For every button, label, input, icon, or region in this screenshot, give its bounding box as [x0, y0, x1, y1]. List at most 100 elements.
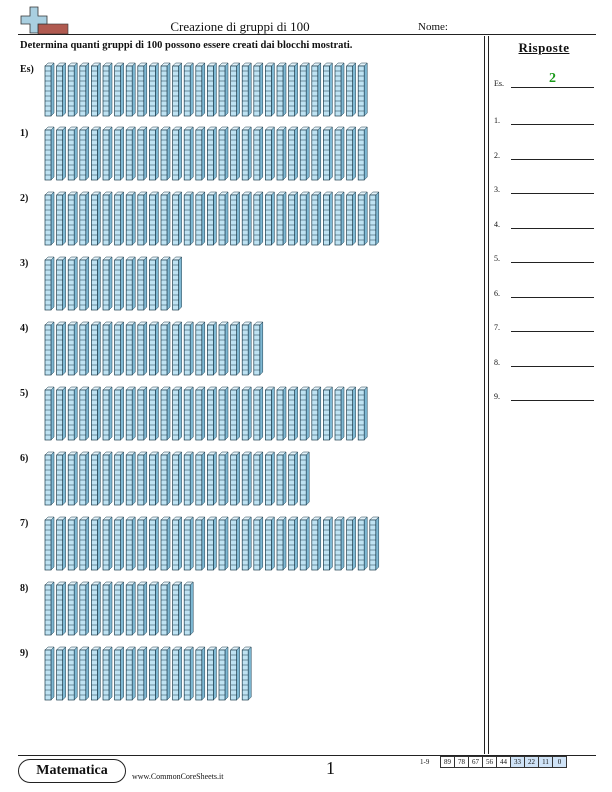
- answer-row-7: 7.: [494, 316, 594, 332]
- ten-rod: [311, 191, 322, 246]
- ten-rod: [253, 62, 264, 117]
- answer-label: 1.: [494, 116, 500, 125]
- ten-rod: [311, 126, 322, 181]
- ten-rod: [102, 256, 113, 311]
- ten-rod: [253, 516, 264, 571]
- ten-rod: [357, 191, 368, 246]
- ten-rod: [55, 646, 67, 701]
- ten-rod: [44, 386, 55, 441]
- ten-rod: [113, 126, 125, 181]
- ten-rod: [67, 256, 78, 311]
- ten-rod: [113, 321, 125, 376]
- ten-rod: [79, 516, 90, 571]
- problem-label-7: 7): [20, 518, 29, 529]
- ten-rod: [195, 516, 206, 571]
- ten-rod: [287, 386, 299, 441]
- answer-row-6: 6.: [494, 282, 594, 298]
- name-label: Nome:: [418, 21, 448, 33]
- ten-rod: [102, 62, 113, 117]
- ten-rod: [44, 646, 55, 701]
- score-table: 89 78 67 56 44 33 22 11 0: [440, 756, 567, 768]
- answer-line: [511, 297, 594, 298]
- ten-rod: [44, 581, 55, 636]
- ten-rod: [148, 321, 160, 376]
- ten-rod: [160, 646, 171, 701]
- ten-rod: [113, 62, 125, 117]
- ten-rod: [67, 581, 78, 636]
- ten-rod: [160, 386, 171, 441]
- problem-label-3: 3): [20, 258, 29, 269]
- ten-rod: [160, 451, 171, 506]
- score-cell: 78: [454, 756, 469, 768]
- ten-rod: [171, 646, 183, 701]
- ten-rod: [334, 386, 345, 441]
- ten-rod: [195, 451, 206, 506]
- answer-line: [511, 262, 594, 263]
- answer-line: [511, 366, 594, 367]
- ten-rod: [241, 451, 252, 506]
- ten-rod: [55, 126, 67, 181]
- ten-rod: [90, 126, 102, 181]
- ten-rod: [44, 256, 55, 311]
- ten-rod: [241, 646, 252, 701]
- header-divider: [18, 34, 596, 35]
- ten-rod: [55, 191, 67, 246]
- ten-rod: [67, 321, 78, 376]
- answer-label: 4.: [494, 220, 500, 229]
- ten-rod: [241, 126, 252, 181]
- ten-rod: [125, 451, 136, 506]
- page-number: 1: [326, 758, 335, 778]
- answer-label: 5.: [494, 254, 500, 263]
- ten-rod: [67, 62, 78, 117]
- ten-rod: [276, 516, 287, 571]
- ten-rod: [206, 386, 218, 441]
- rods-problem-3: [44, 256, 183, 311]
- ten-rod: [195, 321, 206, 376]
- ten-rod: [299, 451, 310, 506]
- ten-rod: [345, 516, 357, 571]
- ten-rod: [253, 126, 264, 181]
- ten-rod: [183, 646, 194, 701]
- ten-rod: [137, 386, 148, 441]
- ten-rod: [125, 191, 136, 246]
- ten-rod: [218, 451, 229, 506]
- ten-rod: [160, 191, 171, 246]
- answer-value[interactable]: 2: [549, 71, 556, 86]
- ten-rod: [137, 191, 148, 246]
- ten-rod: [311, 386, 322, 441]
- ten-rod: [55, 581, 67, 636]
- ten-rod: [183, 321, 194, 376]
- ten-rod: [137, 62, 148, 117]
- rods-problem-4: [44, 321, 264, 376]
- ten-rod: [113, 386, 125, 441]
- ten-rod: [345, 191, 357, 246]
- answer-label: 9.: [494, 392, 500, 401]
- brand-badge: Matematica: [18, 759, 126, 783]
- ten-rod: [183, 516, 194, 571]
- rods-example: [44, 62, 368, 117]
- ten-rod: [148, 62, 160, 117]
- ten-rod: [113, 451, 125, 506]
- ten-rod: [299, 126, 310, 181]
- ten-rod: [125, 516, 136, 571]
- ten-rod: [171, 581, 183, 636]
- ten-rod: [276, 191, 287, 246]
- ten-rod: [148, 386, 160, 441]
- ten-rod: [55, 516, 67, 571]
- ten-rod: [264, 126, 276, 181]
- ten-rod: [264, 516, 276, 571]
- ten-rod: [345, 126, 357, 181]
- ten-rod: [334, 191, 345, 246]
- score-cell: 67: [468, 756, 483, 768]
- ten-rod: [229, 126, 241, 181]
- answer-row-1: 1.: [494, 109, 594, 125]
- ten-rod: [79, 451, 90, 506]
- problem-label-9: 9): [20, 648, 29, 659]
- ten-rod: [79, 62, 90, 117]
- problem-label-example: Es): [20, 64, 34, 75]
- ten-rod: [79, 126, 90, 181]
- ten-rod: [322, 516, 334, 571]
- ten-rod: [253, 451, 264, 506]
- ten-rod: [287, 191, 299, 246]
- score-cell: 0: [552, 756, 567, 768]
